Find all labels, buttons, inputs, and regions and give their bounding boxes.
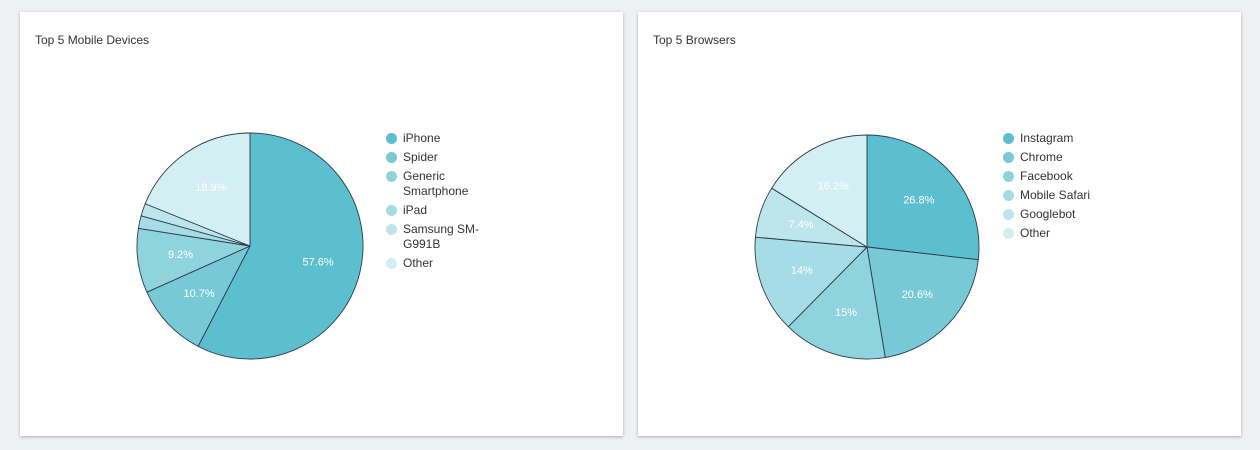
legend-label: Googlebot (1020, 207, 1076, 221)
legend-swatch (386, 258, 397, 269)
legend-label: Instagram (1020, 131, 1074, 145)
chart-title: Top 5 Mobile Devices (35, 33, 150, 47)
chart-title: Top 5 Browsers (653, 33, 736, 47)
legend-label: Samsung SM- G991B (403, 222, 480, 251)
legend-swatch (1003, 190, 1014, 201)
legend-item-facebook[interactable]: Facebook (1003, 169, 1140, 184)
legend-label: iPhone (403, 131, 441, 145)
legend-item-spider[interactable]: Spider (386, 150, 491, 165)
legend-item-samsung-sm-g991b[interactable]: Samsung SM- G991B (386, 222, 491, 252)
legend-label: iPad (403, 203, 428, 217)
legend-item-chrome[interactable]: Chrome (1003, 150, 1140, 165)
slice-data-label-other: 16.2% (818, 180, 849, 192)
slice-data-label-chrome: 20.6% (902, 289, 933, 301)
pie-slice-iphone[interactable] (197, 132, 364, 360)
mobile-devices-legend: iPhone Spider Generic Smartphone iPad Samsung… (386, 131, 491, 275)
legend-label: Chrome (1020, 150, 1063, 164)
legend-item-mobile-safari[interactable]: Mobile Safari (1003, 188, 1140, 203)
legend-swatch (1003, 133, 1014, 144)
mobile-devices-pie: 57.6% 10.7% 9.2% 18.9% (136, 132, 364, 360)
slice-data-label-other: 18.9% (195, 182, 226, 194)
slice-data-label-iphone: 57.6% (302, 257, 333, 269)
slice-data-label-spider: 10.7% (183, 288, 214, 300)
browsers-pie: 26.8% 20.6% 15% 14% 7.4% 16.2% (754, 134, 980, 360)
pie-slice-mobile-safari[interactable] (754, 236, 868, 328)
legend-item-instagram[interactable]: Instagram (1003, 131, 1140, 146)
legend-swatch (1003, 171, 1014, 182)
mobile-devices-card: Top 5 Mobile Devices 57.6% 10.7% 9.2% 18.9%… (20, 12, 623, 436)
legend-item-iphone[interactable]: iPhone (386, 131, 491, 146)
legend-item-generic-smartphone[interactable]: Generic Smartphone (386, 169, 491, 199)
legend-label: Other (403, 256, 434, 270)
legend-swatch (386, 224, 397, 235)
legend-label: Facebook (1020, 169, 1073, 183)
pie-slice-other[interactable] (144, 132, 251, 247)
pie-slice-chrome[interactable] (866, 246, 979, 358)
legend-item-other[interactable]: Other (386, 256, 491, 271)
legend-item-ipad[interactable]: iPad (386, 203, 491, 218)
pie-slice-spider[interactable] (146, 245, 251, 347)
slice-data-label-generic-smartphone: 9.2% (168, 249, 193, 261)
pie-slice-other[interactable] (771, 134, 868, 248)
legend-swatch (386, 171, 397, 182)
slice-data-label-facebook: 15% (835, 307, 857, 319)
legend-swatch (386, 152, 397, 163)
pie-slice-instagram[interactable] (866, 134, 980, 261)
legend-item-googlebot[interactable]: Googlebot (1003, 207, 1140, 222)
legend-label: Generic Smartphone (403, 169, 469, 198)
browsers-card: Top 5 Browsers 26.8% 20.6% 15% 14% 7.4% 16.2%… (638, 12, 1241, 436)
legend-swatch (386, 133, 397, 144)
legend-item-other[interactable]: Other (1003, 226, 1140, 241)
slice-data-label-instagram: 26.8% (903, 195, 934, 207)
legend-swatch (1003, 228, 1014, 239)
slice-data-label-googlebot: 7.4% (789, 219, 814, 231)
legend-label: Mobile Safari (1020, 188, 1091, 202)
browsers-legend: Instagram Chrome Facebook Mobile Safari Goog… (1003, 131, 1140, 245)
slice-data-label-mobile-safari: 14% (791, 265, 813, 277)
legend-swatch (386, 205, 397, 216)
legend-label: Spider (403, 150, 438, 164)
pie-slice-facebook[interactable] (787, 246, 886, 360)
legend-label: Other (1020, 226, 1051, 240)
legend-swatch (1003, 209, 1014, 220)
legend-swatch (1003, 152, 1014, 163)
